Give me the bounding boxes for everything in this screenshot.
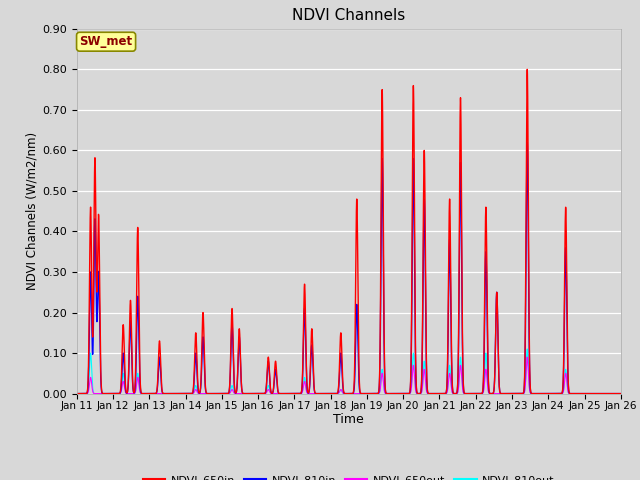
Y-axis label: NDVI Channels (W/m2/nm): NDVI Channels (W/m2/nm) [25, 132, 38, 290]
Title: NDVI Channels: NDVI Channels [292, 9, 405, 24]
Text: SW_met: SW_met [79, 35, 132, 48]
Legend: NDVI_650in, NDVI_810in, NDVI_650out, NDVI_810out: NDVI_650in, NDVI_810in, NDVI_650out, NDV… [139, 470, 559, 480]
X-axis label: Time: Time [333, 413, 364, 426]
